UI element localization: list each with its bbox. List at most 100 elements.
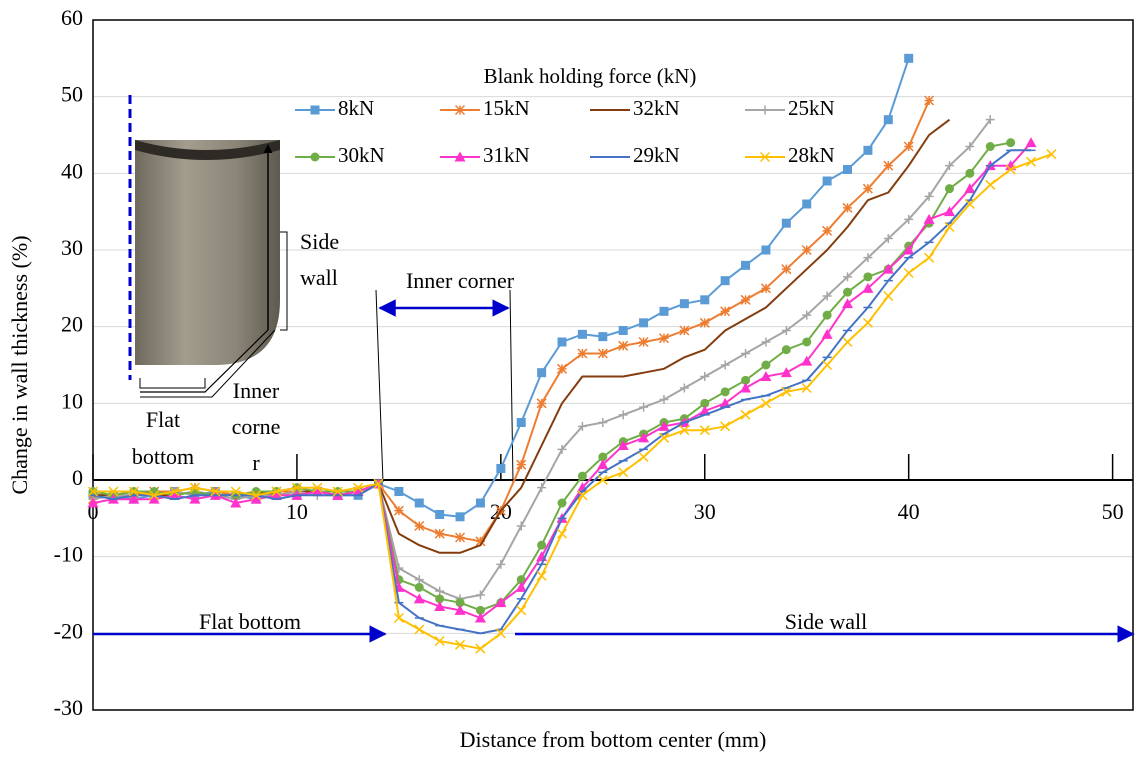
marker [638, 432, 650, 443]
marker [577, 348, 588, 359]
marker [597, 459, 609, 470]
grid [93, 19, 1133, 711]
marker [434, 528, 445, 539]
marker [617, 440, 629, 450]
marker [842, 298, 854, 309]
marker [515, 581, 527, 592]
marker [556, 528, 568, 539]
marker [842, 336, 853, 348]
marker [128, 493, 140, 504]
x-tick-label: 0 [88, 499, 99, 524]
marker [658, 333, 670, 344]
marker [822, 359, 833, 371]
marker [496, 559, 506, 569]
legend-label: 8kN [338, 96, 374, 120]
marker [577, 421, 587, 431]
marker [802, 310, 812, 320]
marker [598, 452, 608, 462]
marker [169, 489, 181, 500]
marker [618, 340, 629, 351]
marker [862, 317, 873, 328]
marker [943, 206, 955, 217]
marker [618, 467, 629, 478]
marker [597, 474, 608, 486]
marker [189, 482, 200, 493]
legend-label: 15kN [483, 96, 530, 120]
marker [536, 398, 547, 409]
inset-label: Flat [146, 407, 180, 432]
marker [944, 161, 954, 171]
marker [475, 605, 485, 615]
marker [271, 486, 282, 497]
marker [189, 493, 201, 504]
marker [108, 486, 119, 497]
legend-label: 25kN [788, 96, 835, 120]
marker [1005, 164, 1016, 175]
marker [965, 142, 975, 151]
marker [842, 202, 853, 213]
y-tick-label: 30 [61, 235, 83, 260]
marker [393, 505, 404, 516]
marker [475, 498, 485, 508]
x-tick-label: 30 [694, 499, 716, 524]
marker [556, 363, 568, 374]
x-tick-label: 10 [286, 499, 308, 524]
marker [291, 482, 302, 493]
annotation: Inner corner [406, 268, 515, 293]
inset-label: r [252, 450, 260, 475]
marker [128, 486, 139, 497]
marker [435, 510, 445, 519]
marker [434, 601, 446, 611]
marker [740, 382, 752, 393]
marker [250, 493, 262, 504]
marker [883, 234, 893, 243]
y-tick-label: 50 [61, 82, 83, 107]
inset-label: Inner [233, 378, 280, 403]
marker [761, 360, 771, 370]
marker [455, 532, 466, 543]
marker [414, 582, 424, 592]
inset-label: Side [300, 229, 339, 254]
marker [230, 497, 242, 508]
marker [985, 179, 996, 190]
marker [760, 371, 772, 381]
marker [373, 478, 384, 489]
marker [883, 115, 893, 125]
marker [821, 328, 833, 339]
marker [760, 283, 771, 294]
legend-title: Blank holding force (kN) [484, 64, 697, 88]
marker [740, 294, 751, 305]
marker [557, 444, 567, 454]
marker [924, 191, 934, 201]
y-tick-label: 0 [72, 465, 83, 490]
marker [923, 213, 935, 224]
inset-label: bottom [132, 444, 194, 469]
marker [863, 145, 873, 155]
marker [1026, 156, 1037, 167]
marker [1046, 149, 1057, 160]
y-tick-label: 10 [61, 388, 83, 413]
marker [516, 605, 527, 616]
marker [720, 421, 731, 432]
marker [537, 483, 547, 493]
marker [863, 272, 873, 282]
marker [210, 486, 221, 497]
marker [843, 165, 853, 174]
marker [516, 459, 527, 470]
marker [903, 141, 914, 152]
y-axis-title: Change in wall thickness (%) [7, 235, 32, 494]
marker [353, 482, 364, 493]
marker [251, 490, 262, 501]
marker [699, 317, 710, 328]
marker [537, 368, 547, 378]
marker [557, 498, 567, 508]
marker [536, 570, 547, 581]
marker [801, 355, 813, 366]
legend-label: 30kN [338, 143, 385, 167]
marker [455, 598, 465, 608]
marker [577, 490, 588, 501]
marker [761, 337, 771, 347]
marker [780, 367, 792, 378]
marker [802, 337, 812, 347]
